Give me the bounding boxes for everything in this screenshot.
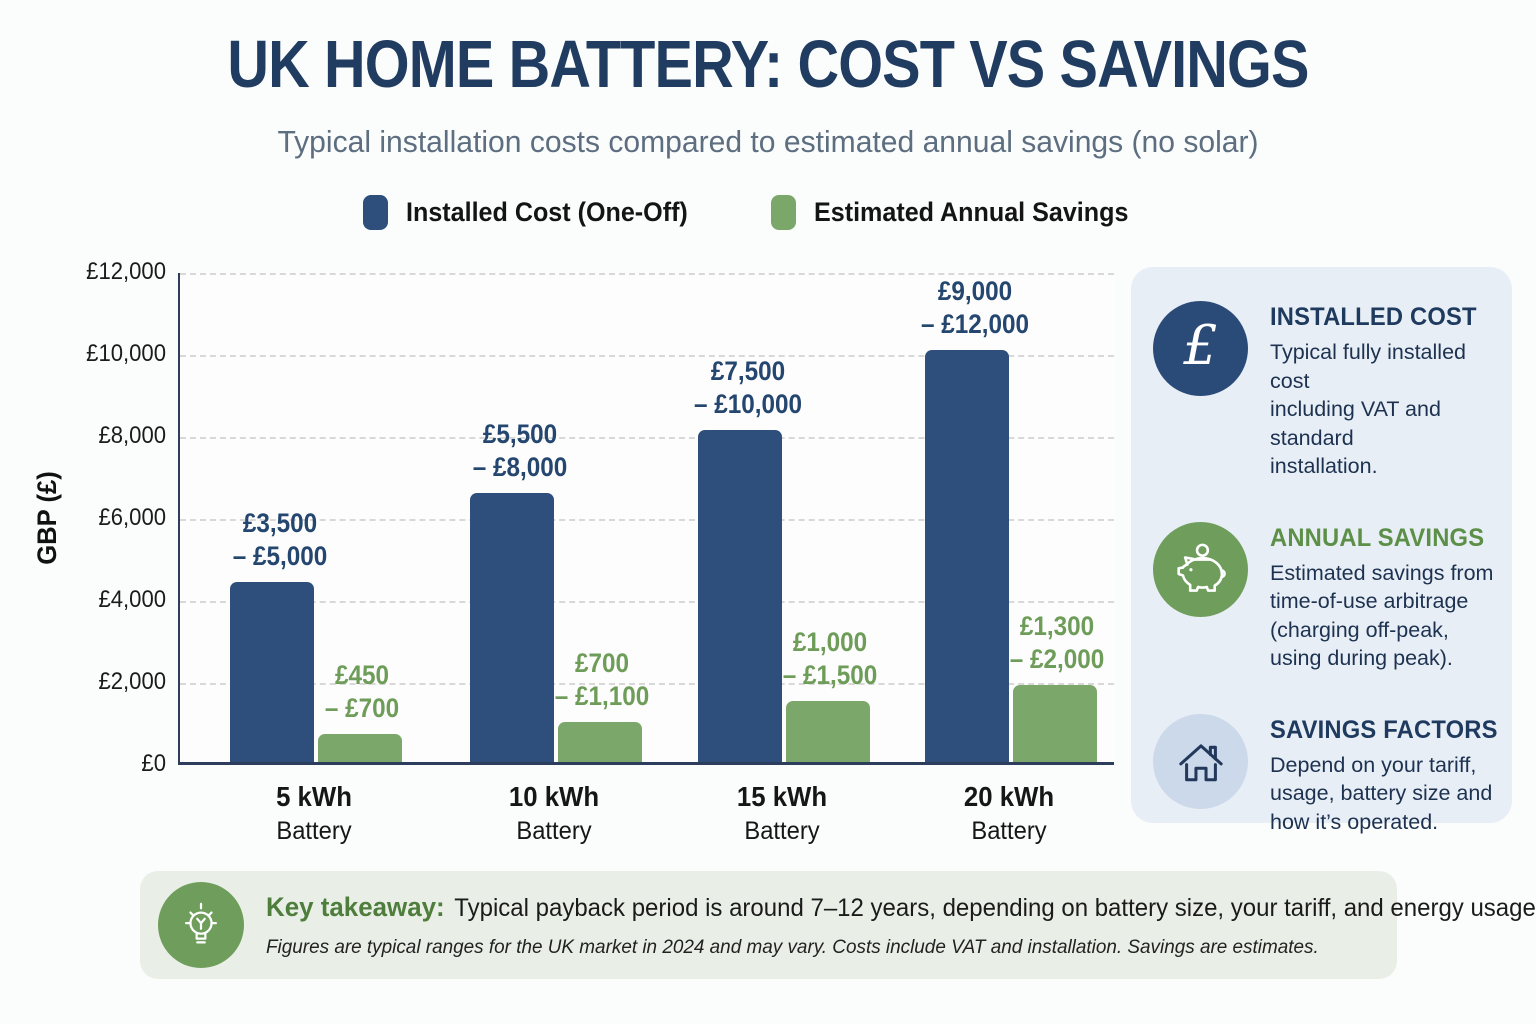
category-label-15kwh: 15 kWh Battery bbox=[736, 781, 828, 845]
y-tick-label: £12,000 bbox=[86, 258, 166, 285]
gridline bbox=[180, 273, 1114, 275]
legend: Installed Cost (One-Off) Estimated Annua… bbox=[363, 195, 1152, 230]
pound-icon: £ bbox=[1153, 301, 1248, 396]
gridline bbox=[180, 683, 1114, 685]
page-title: UK HOME BATTERY: COST VS SAVINGS bbox=[227, 27, 1309, 102]
legend-label-savings: Estimated Annual Savings bbox=[814, 197, 1129, 227]
bar-savings-5kwh bbox=[318, 734, 402, 762]
key-takeaway-box: Key takeaway: Typical payback period is a… bbox=[140, 871, 1536, 979]
plot-area: £3,500– £5,000 £5,500– £8,000 £7,500– £10,… bbox=[178, 273, 1114, 765]
bar-range-label: £9,000– £12,000 bbox=[920, 275, 1030, 339]
bar-range-label: £5,500– £8,000 bbox=[472, 419, 568, 483]
y-tick-label: £8,000 bbox=[98, 422, 166, 449]
lightbulb-icon bbox=[158, 882, 244, 968]
info-sidebar: £ INSTALLED COST Typical fully installed… bbox=[1131, 267, 1512, 834]
bar-cost-15kwh bbox=[698, 429, 782, 762]
sidebar-item-annual-savings: ANNUAL SAVINGS Estimated savings from ti… bbox=[1153, 521, 1493, 673]
category-label-20kwh: 20 kWh Battery bbox=[963, 781, 1055, 845]
bar-range-label: £1,300– £2,000 bbox=[1009, 611, 1105, 675]
bar-cost-10kwh bbox=[470, 493, 554, 762]
sidebar-title-savings-factors: SAVINGS FACTORS bbox=[1270, 715, 1498, 744]
sidebar-item-installed-cost: £ INSTALLED COST Typical fully installed… bbox=[1153, 301, 1488, 481]
house-icon bbox=[1153, 713, 1248, 809]
category-label-5kwh: 5 kWh Battery bbox=[276, 781, 352, 845]
takeaway-label: Key takeaway: bbox=[266, 891, 445, 922]
bar-cost-20kwh bbox=[925, 349, 1009, 762]
bar-range-label: £3,500– £5,000 bbox=[232, 507, 328, 571]
takeaway-text: Typical payback period is around 7–12 ye… bbox=[454, 893, 1536, 922]
gridline bbox=[180, 519, 1114, 521]
sidebar-title-annual-savings: ANNUAL SAVINGS bbox=[1270, 523, 1485, 552]
y-tick-label: £4,000 bbox=[98, 586, 166, 613]
bar-range-label: £700– £1,100 bbox=[554, 648, 650, 712]
legend-swatch-savings bbox=[771, 195, 796, 230]
page-subtitle: Typical installation costs compared to e… bbox=[277, 124, 1259, 159]
legend-label-cost: Installed Cost (One-Off) bbox=[406, 197, 688, 227]
bar-savings-20kwh bbox=[1013, 685, 1097, 762]
y-axis-title: GBP (£) bbox=[32, 471, 62, 565]
y-tick-label: £2,000 bbox=[98, 668, 166, 695]
legend-swatch-cost bbox=[363, 195, 388, 230]
bar-savings-10kwh bbox=[558, 722, 642, 762]
bar-range-label: £450– £700 bbox=[324, 660, 400, 724]
y-tick-label: £10,000 bbox=[86, 340, 166, 367]
legend-item-installed-cost: Installed Cost (One-Off) bbox=[363, 195, 709, 230]
y-tick-label: £6,000 bbox=[98, 504, 166, 531]
gridline bbox=[180, 437, 1114, 439]
y-tick-label: £0 bbox=[141, 750, 166, 777]
bar-cost-5kwh bbox=[230, 581, 314, 762]
sidebar-title-installed-cost: INSTALLED COST bbox=[1270, 303, 1477, 331]
gridline bbox=[180, 355, 1114, 357]
piggy-bank-icon bbox=[1153, 521, 1248, 617]
bar-savings-15kwh bbox=[786, 700, 870, 762]
takeaway-footnote: Figures are typical ranges for the UK ma… bbox=[266, 935, 1319, 958]
gridline bbox=[180, 601, 1114, 603]
legend-item-annual-savings: Estimated Annual Savings bbox=[771, 195, 1152, 230]
sidebar-item-savings-factors: SAVINGS FACTORS Depend on your tariff, u… bbox=[1153, 713, 1497, 837]
bar-range-label: £7,500– £10,000 bbox=[693, 355, 803, 419]
bar-range-label: £1,000– £1,500 bbox=[782, 626, 878, 690]
category-label-10kwh: 10 kWh Battery bbox=[508, 781, 600, 845]
